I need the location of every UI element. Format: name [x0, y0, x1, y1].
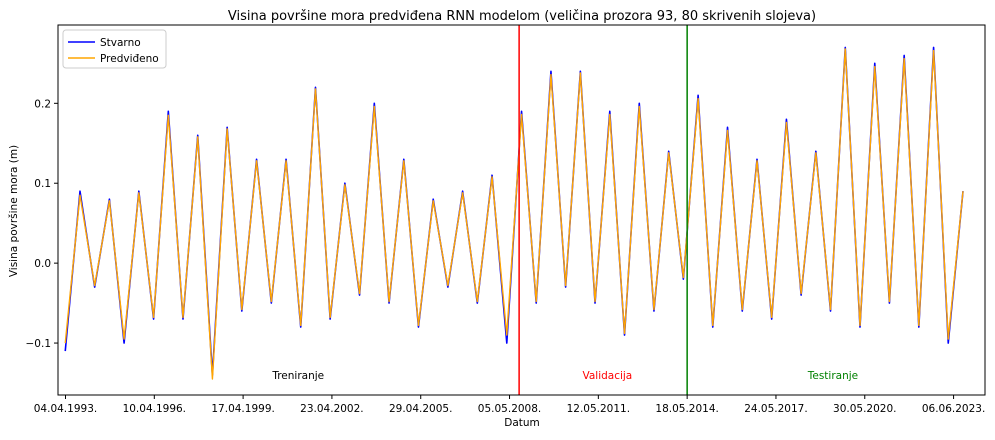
y-tick-label: 0.2 — [34, 98, 51, 110]
series-line-2 — [64, 48, 964, 380]
x-tick-label: 12.05.2011. — [567, 403, 630, 415]
x-tick-label: 10.04.1996. — [123, 403, 186, 415]
y-tick-label: −0.1 — [26, 338, 52, 350]
x-tick-label: 04.04.1993. — [34, 403, 97, 415]
y-tick-label: 0.0 — [34, 258, 51, 270]
region-label-3: Testiranje — [807, 370, 858, 382]
legend-label-2: Predviđeno — [100, 53, 159, 65]
x-tick-label: 17.04.1999. — [211, 403, 274, 415]
x-tick-label: 05.05.2008. — [478, 403, 541, 415]
legend: Stvarno Predviđeno — [62, 29, 167, 69]
plot-frame — [57, 24, 986, 396]
y-axis: −0.1 0.0 0.1 0.2 — [26, 98, 58, 350]
x-tick-label: 30.05.2020. — [833, 403, 896, 415]
y-tick-label: 0.1 — [34, 178, 51, 190]
x-tick-label: 29.04.2005. — [389, 403, 452, 415]
x-tick-label: 24.05.2017. — [744, 403, 807, 415]
x-axis-label: Datum — [504, 417, 540, 429]
y-axis-label: Visina površine mora (m) — [8, 145, 20, 277]
region-label-2: Validacija — [582, 370, 632, 382]
series-line-1 — [64, 46, 964, 376]
x-tick-label: 18.05.2014. — [655, 403, 718, 415]
x-tick-label: 06.06.2023. — [922, 403, 985, 415]
x-axis: 04.04.1993. 10.04.1996. 17.04.1999. 23.04.2… — [34, 395, 985, 415]
legend-label-1: Stvarno — [100, 37, 141, 49]
chart-title: Visina površine mora predviđena RNN mode… — [228, 9, 816, 24]
region-label-1: Treniranje — [271, 370, 324, 382]
x-tick-label: 23.04.2002. — [300, 403, 363, 415]
plot-area — [64, 25, 964, 395]
